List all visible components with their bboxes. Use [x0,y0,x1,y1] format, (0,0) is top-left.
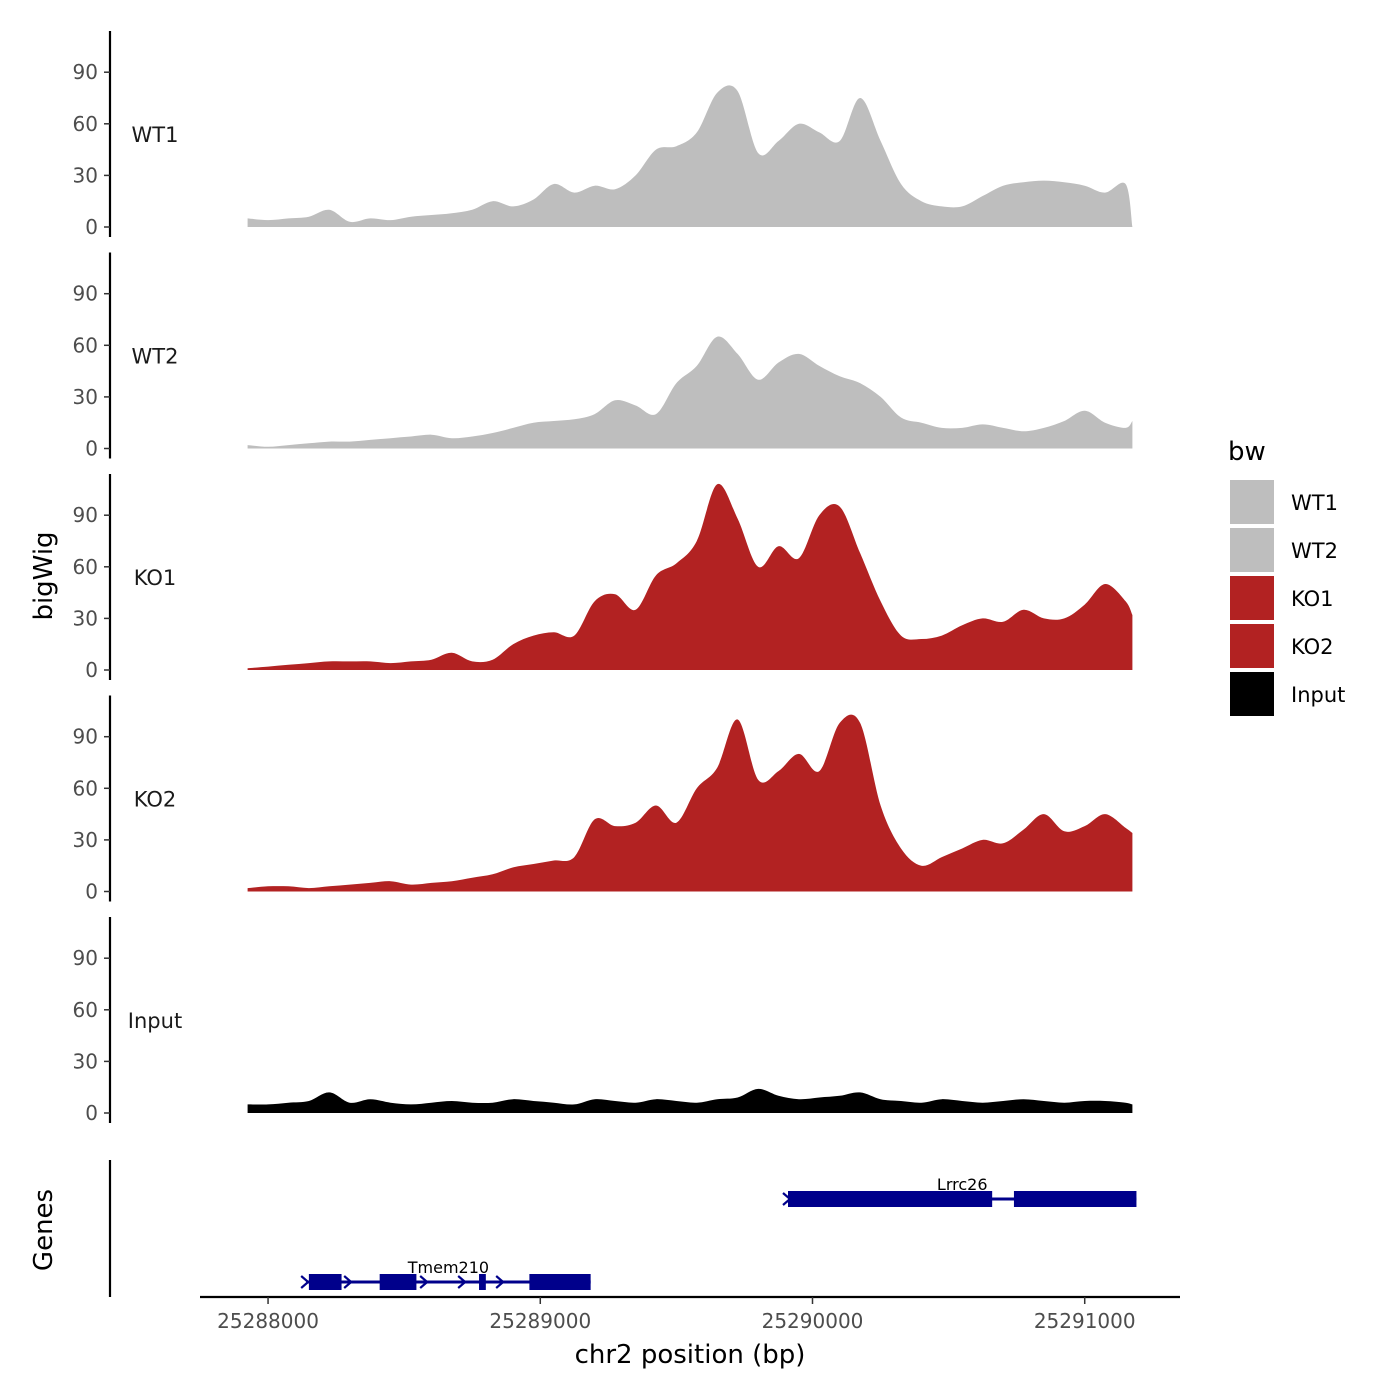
y-tick-label: 90 [73,503,98,527]
legend: bw WT1 WT2 KO1 KO2 Input [1228,437,1345,716]
gene-label: Lrrc26 [937,1175,988,1194]
track-input: 0 30 60 90 Input [73,917,1133,1125]
y-tick-label: 60 [73,555,98,579]
y-tick-label: 30 [73,828,98,852]
y-tick-label: 60 [73,998,98,1022]
legend-swatch [1230,480,1274,524]
y-tick-label: 90 [73,60,98,84]
strand-arrow [300,1275,310,1289]
y-tick-label: 90 [73,725,98,749]
gene-lrrc26: Lrrc26 [782,1175,1137,1207]
track-wt2: 0 30 60 90 WT2 [73,252,1133,461]
gene-tmem210: Tmem210 [300,1258,591,1290]
y-tick-label: 60 [73,333,98,357]
strand-arrow [419,1275,429,1289]
strand-arrow [495,1275,505,1289]
y-tick-label: 30 [73,385,98,409]
y-tick-label: 30 [73,163,98,187]
y-tick-label: 30 [73,606,98,630]
gene-track: Lrrc26 Tmem210 [108,1160,1137,1297]
track-wt1: 0 30 60 90 WT1 [73,31,1133,239]
legend-swatch [1230,576,1274,620]
signal-area-wt1 [247,85,1133,227]
track-label: WT1 [132,123,179,147]
track-label: WT2 [132,345,179,369]
y-tick-label: 90 [73,282,98,306]
legend-label: Input [1291,683,1345,707]
signal-area-wt2 [247,336,1133,449]
legend-label: KO2 [1291,635,1334,659]
exon [308,1274,342,1290]
legend-label: WT2 [1291,539,1338,563]
exon [1013,1191,1137,1207]
strand-arrow [343,1275,353,1289]
legend-title: bw [1228,437,1266,467]
legend-label: KO1 [1291,587,1334,611]
x-axis: 25288000 25289000 25290000 25291000 [200,1295,1180,1333]
exon [479,1274,486,1290]
genes-axis-title: Genes [29,1189,59,1271]
y-tick-label: 0 [85,880,98,904]
x-axis-title: chr2 position (bp) [575,1340,806,1370]
x-tick-label: 25291000 [1034,1309,1136,1333]
y-tick-label: 0 [85,1101,98,1125]
y-tick-label: 90 [73,946,98,970]
y-tick-label: 0 [85,658,98,682]
signal-area-ko2 [247,714,1133,892]
y-axis-title: bigWig [29,531,59,620]
signal-area-ko1 [247,483,1133,670]
legend-swatch [1230,528,1274,572]
track-label: KO2 [134,788,177,812]
track-ko1: 0 30 60 90 KO1 [73,474,1133,682]
strand-arrow [457,1275,467,1289]
signal-tracks: 0 30 60 90 WT1 0 30 60 90 WT2 0 30 60 90 KO1 0 30 60 90 KO2… [73,31,1133,1125]
track-label: KO1 [134,566,177,590]
legend-swatch [1230,624,1274,668]
exon [529,1274,591,1290]
gene-label: Tmem210 [407,1258,489,1277]
exon [788,1191,993,1207]
legend-swatch [1230,672,1274,716]
y-tick-label: 0 [85,215,98,239]
x-tick-label: 25289000 [489,1309,591,1333]
x-tick-label: 25290000 [762,1309,864,1333]
legend-label: WT1 [1291,491,1338,515]
track-label: Input [128,1009,182,1033]
y-tick-label: 30 [73,1049,98,1073]
x-tick-label: 25288000 [217,1309,319,1333]
track-ko2: 0 30 60 90 KO2 [73,695,1133,904]
signal-area-input [247,1088,1133,1113]
y-tick-label: 0 [85,437,98,461]
y-tick-label: 60 [73,112,98,136]
exon [379,1274,417,1290]
y-tick-label: 60 [73,776,98,800]
